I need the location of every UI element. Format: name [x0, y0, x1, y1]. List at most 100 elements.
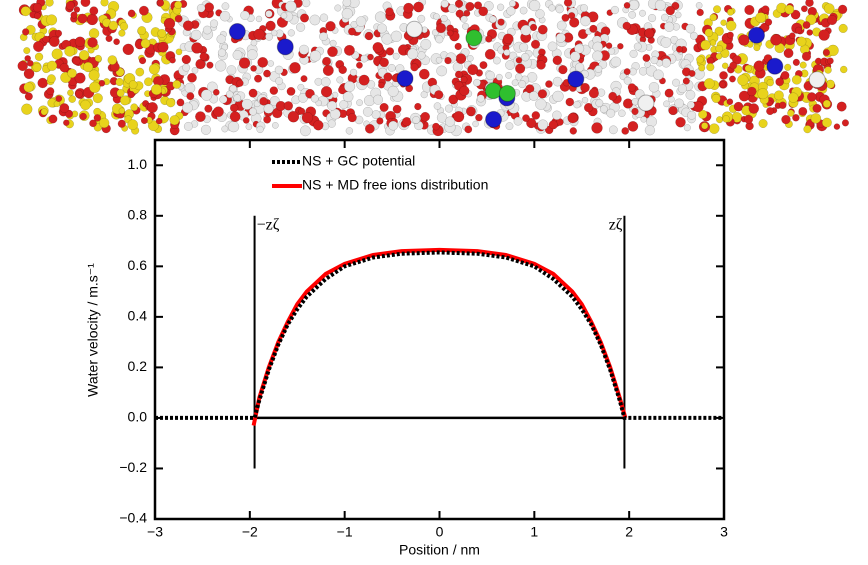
atom [708, 123, 720, 134]
atom [287, 110, 300, 123]
atom [420, 111, 431, 122]
atom [688, 70, 696, 77]
atom [698, 64, 706, 72]
atom [647, 13, 657, 23]
atom [753, 44, 761, 52]
atom [803, 125, 812, 134]
ion [567, 70, 585, 88]
atom [618, 109, 626, 118]
series-line [155, 250, 724, 420]
atom [265, 20, 276, 31]
atom [414, 102, 422, 111]
atom [788, 92, 799, 103]
atom [640, 116, 647, 123]
atom [654, 0, 666, 11]
atom [322, 56, 331, 66]
atom [627, 121, 639, 132]
atom [433, 13, 440, 20]
atom [221, 125, 229, 133]
atom [521, 52, 530, 62]
y-tick-label: 0.2 [128, 358, 148, 374]
atom [143, 77, 153, 87]
atom [254, 74, 263, 83]
atom [633, 42, 642, 51]
atom [529, 23, 538, 32]
atom [298, 107, 306, 115]
atom [54, 29, 63, 37]
atom [497, 18, 505, 26]
atom [24, 92, 33, 101]
atom [836, 101, 847, 112]
atom [781, 114, 791, 125]
atom [191, 42, 203, 54]
atom [563, 0, 573, 7]
atom [668, 105, 678, 116]
atom [644, 61, 651, 68]
atom [434, 90, 444, 100]
atom [246, 49, 258, 61]
atom [581, 96, 589, 104]
atom [455, 9, 464, 18]
shear-plane-label: −zζ [257, 216, 280, 233]
atom [537, 89, 548, 99]
atom [610, 5, 620, 15]
atom [552, 90, 564, 103]
atom [89, 119, 97, 128]
atom [744, 114, 754, 124]
atom [535, 98, 547, 110]
atom [34, 12, 41, 20]
atom [796, 36, 807, 47]
atom [435, 56, 443, 64]
atom [520, 24, 532, 36]
atom [628, 0, 640, 11]
atom [537, 24, 548, 35]
legend-label: NS + GC potential [302, 153, 415, 169]
atom [792, 58, 800, 66]
atom [522, 114, 530, 123]
atom [440, 0, 449, 8]
atom [287, 29, 295, 37]
atom [515, 56, 523, 64]
atom [40, 108, 48, 116]
atom [82, 61, 94, 73]
atom [130, 103, 139, 112]
atom [696, 55, 704, 64]
atom [799, 61, 807, 69]
atom [98, 79, 106, 87]
atom [432, 122, 440, 131]
atom [663, 100, 670, 108]
atom [372, 94, 384, 105]
atom [344, 80, 356, 93]
atom [127, 90, 135, 99]
atom [238, 57, 251, 69]
atom [309, 50, 322, 62]
atom [791, 74, 802, 85]
atom [623, 68, 631, 76]
atom [700, 39, 711, 51]
atom [747, 86, 757, 97]
atom [569, 17, 580, 28]
atom [435, 22, 447, 34]
atom [117, 119, 126, 128]
atom [379, 57, 389, 68]
atom [570, 51, 581, 62]
atom [191, 66, 199, 74]
atom [74, 72, 86, 84]
atom [403, 2, 414, 14]
atom [204, 2, 215, 13]
atom [140, 117, 148, 125]
atom [342, 91, 354, 103]
atom [115, 77, 124, 87]
atom [792, 113, 800, 122]
atom [703, 78, 715, 90]
atom [505, 60, 516, 70]
atom [608, 125, 618, 135]
atom [48, 36, 60, 47]
atom [822, 99, 831, 108]
atom [325, 21, 336, 32]
atom [383, 72, 393, 82]
atom [518, 80, 527, 89]
atom [298, 44, 310, 55]
atom [387, 85, 399, 97]
y-tick-label: −0.4 [119, 510, 147, 526]
